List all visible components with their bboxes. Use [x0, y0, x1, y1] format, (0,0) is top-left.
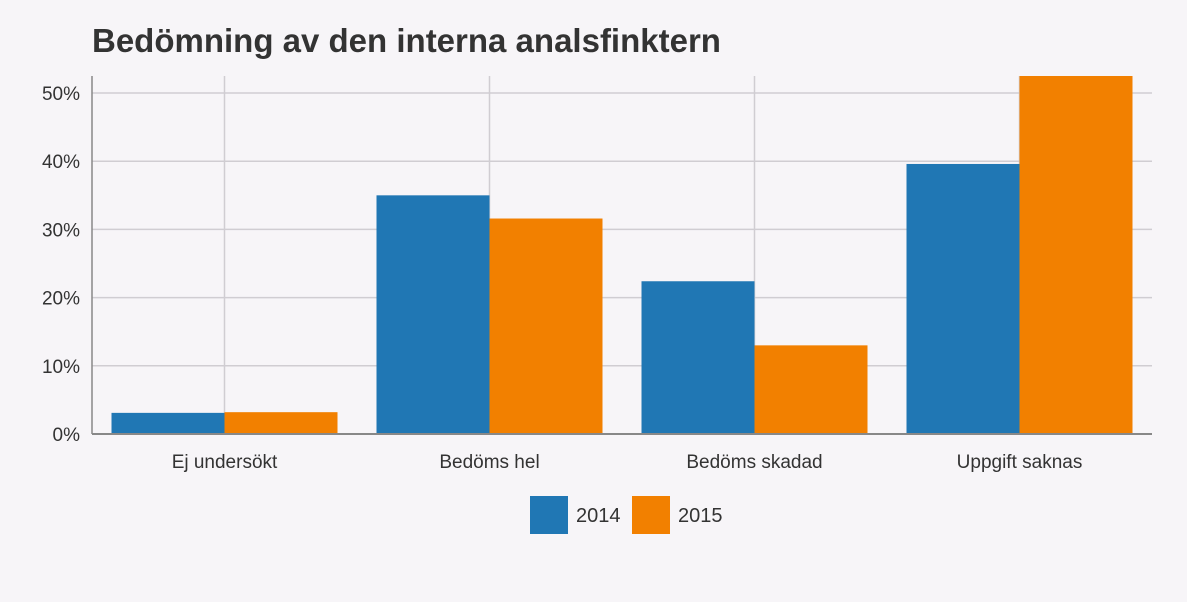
x-tick-label: Ej undersökt — [172, 452, 278, 473]
y-tick-label: 20% — [42, 289, 80, 310]
x-tick-label: Bedöms hel — [439, 452, 539, 473]
bars-layer — [111, 76, 1133, 435]
legend-label-2014: 2014 — [576, 505, 621, 527]
bar-2015-2 — [754, 345, 868, 434]
y-tick-label: 50% — [42, 84, 80, 105]
legend-swatch-2014 — [530, 496, 568, 534]
bar-2014-3 — [906, 163, 1020, 435]
x-tick-labels: Ej undersökt Bedöms hel Bedöms skadad Uppgi… — [172, 452, 1083, 473]
y-tick-label: 30% — [42, 220, 80, 241]
y-tick-label: 10% — [42, 357, 80, 378]
legend: 2014 2015 — [530, 496, 723, 534]
axis-layer — [91, 76, 1152, 435]
x-tick-label: Uppgift saknas — [957, 452, 1083, 473]
y-tick-labels: 0% 10% 20% 30% 40% 50% — [42, 84, 80, 446]
y-tick-label: 0% — [53, 425, 81, 446]
bar-2015-0 — [224, 412, 338, 434]
legend-swatch-2015 — [632, 496, 670, 534]
bar-2015-3 — [1019, 76, 1133, 434]
x-tick-label: Bedöms skadad — [686, 452, 822, 473]
bar-2014-2 — [641, 281, 755, 434]
bar-2014-1 — [376, 195, 490, 434]
legend-label-2015: 2015 — [678, 505, 723, 527]
y-tick-label: 40% — [42, 152, 80, 173]
bar-2015-1 — [489, 218, 603, 434]
chart-title: Bedömning av den interna analsfinktern — [92, 22, 721, 59]
bar-2014-0 — [111, 412, 225, 434]
